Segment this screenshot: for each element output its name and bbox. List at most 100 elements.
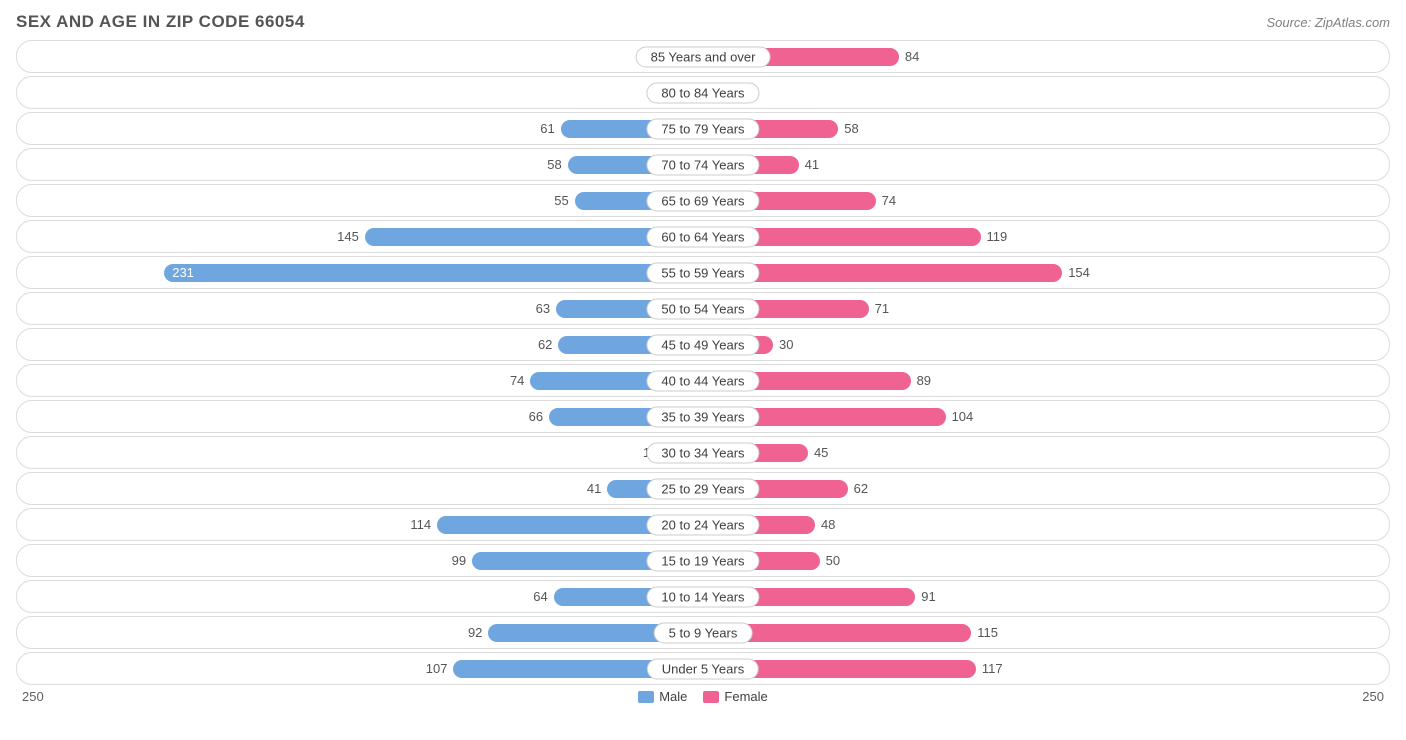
age-label: 50 to 54 Years (646, 298, 759, 319)
source-attribution: Source: ZipAtlas.com (1266, 15, 1390, 30)
legend-female: Female (703, 689, 767, 704)
axis-max-right: 250 (1362, 689, 1384, 704)
pyramid-row: 14280 to 84 Years (16, 76, 1390, 109)
male-half: 62 (17, 329, 703, 360)
female-half: 119 (703, 221, 1389, 252)
male-half: 107 (17, 653, 703, 684)
age-label: 80 to 84 Years (646, 82, 759, 103)
male-value: 231 (172, 265, 194, 280)
pyramid-row: 99 50 15 to 19 Years (16, 544, 1390, 577)
male-value: 63 (530, 301, 556, 316)
age-label: 60 to 64 Years (646, 226, 759, 247)
legend-male-label: Male (659, 689, 687, 704)
female-half: 30 (703, 329, 1389, 360)
female-half: 104 (703, 401, 1389, 432)
age-label: Under 5 Years (647, 658, 759, 679)
male-half: 92 (17, 617, 703, 648)
age-label: 35 to 39 Years (646, 406, 759, 427)
age-label: 65 to 69 Years (646, 190, 759, 211)
male-half: 145 (17, 221, 703, 252)
female-value: 58 (838, 121, 864, 136)
female-value: 115 (971, 625, 1004, 640)
legend: Male Female (638, 689, 768, 704)
legend-male-swatch (638, 691, 654, 703)
age-label: 85 Years and over (636, 46, 771, 67)
female-half: 2 (703, 77, 1389, 108)
pyramid-row: 74 89 40 to 44 Years (16, 364, 1390, 397)
pyramid-row: 416225 to 29 Years (16, 472, 1390, 505)
male-value: 114 (404, 517, 437, 532)
female-half: 62 (703, 473, 1389, 504)
female-value: 74 (876, 193, 902, 208)
male-value: 64 (527, 589, 553, 604)
age-label: 20 to 24 Years (646, 514, 759, 535)
female-half: 41 (703, 149, 1389, 180)
female-half: 71 (703, 293, 1389, 324)
female-value: 119 (981, 229, 1014, 244)
age-label: 45 to 49 Years (646, 334, 759, 355)
female-value: 117 (976, 661, 1009, 676)
pyramid-row: 92 115 5 to 9 Years (16, 616, 1390, 649)
female-value: 71 (869, 301, 895, 316)
female-half: 50 (703, 545, 1389, 576)
male-value: 74 (504, 373, 530, 388)
male-value: 145 (331, 229, 365, 244)
female-half: 117 (703, 653, 1389, 684)
female-half: 115 (703, 617, 1389, 648)
chart-footer: 250 Male Female 250 (16, 689, 1390, 704)
female-half: 84 (703, 41, 1389, 72)
female-half: 48 (703, 509, 1389, 540)
female-value: 154 (1062, 265, 1096, 280)
age-label: 30 to 34 Years (646, 442, 759, 463)
female-value: 62 (848, 481, 874, 496)
pyramid-row: 17 45 30 to 34 Years (16, 436, 1390, 469)
pyramid-row: 61 58 75 to 79 Years (16, 112, 1390, 145)
male-half: 58 (17, 149, 703, 180)
pyramid-row: 145 119 60 to 64 Years (16, 220, 1390, 253)
female-value: 91 (915, 589, 941, 604)
male-half: 99 (17, 545, 703, 576)
male-half: 231 (17, 257, 703, 288)
male-half: 114 (17, 509, 703, 540)
male-half: 17 (17, 437, 703, 468)
female-half: 154 (703, 257, 1389, 288)
pyramid-row: 66 104 35 to 39 Years (16, 400, 1390, 433)
age-label: 75 to 79 Years (646, 118, 759, 139)
legend-female-label: Female (724, 689, 767, 704)
female-half: 58 (703, 113, 1389, 144)
male-value: 66 (523, 409, 549, 424)
pyramid-row: 63 71 50 to 54 Years (16, 292, 1390, 325)
female-value: 50 (820, 553, 846, 568)
female-half: 74 (703, 185, 1389, 216)
age-label: 15 to 19 Years (646, 550, 759, 571)
axis-max-left: 250 (22, 689, 44, 704)
male-half: 74 (17, 365, 703, 396)
female-value: 84 (899, 49, 925, 64)
age-label: 25 to 29 Years (646, 478, 759, 499)
male-half: 64 (17, 581, 703, 612)
female-value: 30 (773, 337, 799, 352)
pyramid-row: 584170 to 74 Years (16, 148, 1390, 181)
female-value: 104 (946, 409, 980, 424)
male-value: 58 (541, 157, 567, 172)
female-half: 45 (703, 437, 1389, 468)
pyramid-row: 08485 Years and over (16, 40, 1390, 73)
female-half: 89 (703, 365, 1389, 396)
header: SEX AND AGE IN ZIP CODE 66054 Source: Zi… (16, 12, 1390, 32)
chart-title: SEX AND AGE IN ZIP CODE 66054 (16, 12, 305, 32)
age-label: 40 to 44 Years (646, 370, 759, 391)
pyramid-row: 64 91 10 to 14 Years (16, 580, 1390, 613)
age-label: 10 to 14 Years (646, 586, 759, 607)
female-value: 48 (815, 517, 841, 532)
female-value: 89 (911, 373, 937, 388)
age-label: 55 to 59 Years (646, 262, 759, 283)
male-value: 99 (446, 553, 472, 568)
female-value: 45 (808, 445, 834, 460)
age-label: 5 to 9 Years (654, 622, 753, 643)
male-half: 66 (17, 401, 703, 432)
pyramid-row: 231 154 55 to 59 Years (16, 256, 1390, 289)
male-half: 61 (17, 113, 703, 144)
pyramid-row: 107 117 Under 5 Years (16, 652, 1390, 685)
male-half: 63 (17, 293, 703, 324)
pyramid-row: 557465 to 69 Years (16, 184, 1390, 217)
